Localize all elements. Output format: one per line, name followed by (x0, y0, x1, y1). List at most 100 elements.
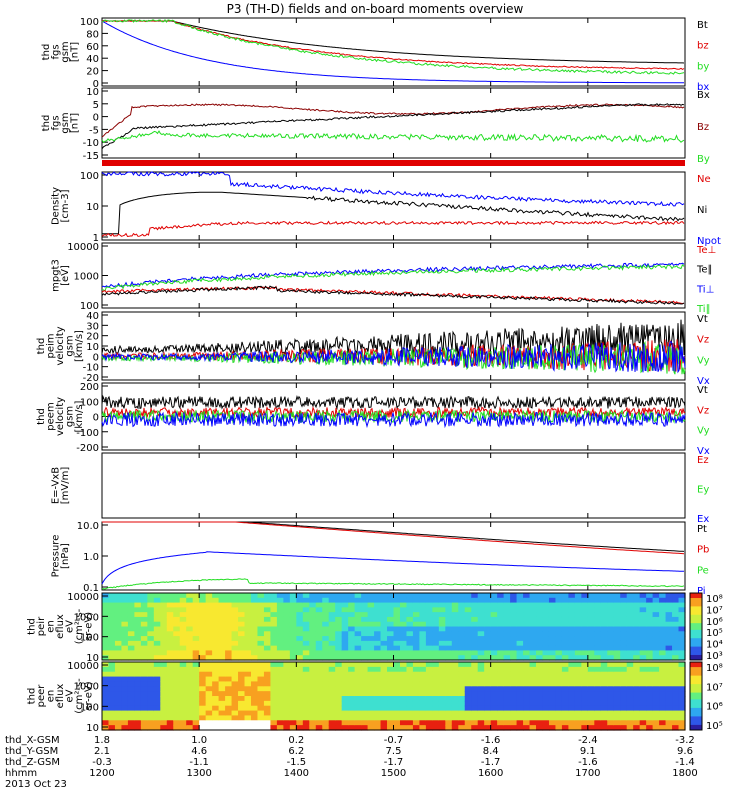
spectrogram-cell (192, 671, 200, 678)
spectrogram-cell (134, 696, 142, 702)
spectrogram-cell (238, 636, 246, 642)
series-ni (102, 191, 685, 235)
spectrogram-cell (263, 593, 272, 599)
spectrogram-cell (374, 650, 382, 656)
spectrogram-cell (354, 720, 362, 726)
spectrogram-cell (464, 715, 472, 721)
spectrogram-cell (250, 696, 259, 702)
spectrogram-cell (102, 621, 110, 628)
spectrogram-cell (497, 671, 505, 678)
spectrogram-cell (594, 650, 602, 656)
spectrogram-cell (315, 666, 323, 673)
spectrogram-cell (542, 612, 550, 618)
spectrogram-cell (613, 645, 621, 652)
spectrogram-cell (140, 686, 148, 692)
spectrogram-cell (412, 715, 421, 721)
x-tick-label: 6.2 (288, 746, 304, 757)
spectrogram-cell (114, 621, 123, 628)
spectrogram-cell (140, 676, 148, 683)
spectrogram-cell (199, 631, 207, 637)
spectrogram-cell (257, 715, 265, 721)
spectrogram-cell (451, 720, 459, 726)
spectrogram-cell (140, 705, 148, 712)
spectrogram-cell (477, 715, 485, 721)
spectrogram-cell (659, 616, 667, 623)
spectrogram-cell (438, 666, 446, 673)
spectrogram-cell (523, 631, 531, 637)
spectrogram-cell (548, 720, 557, 726)
spectrogram-cell (568, 691, 576, 697)
spectrogram-cell (613, 636, 621, 642)
spectrogram-cell (289, 666, 297, 673)
spectrogram-cell (134, 612, 142, 618)
spectrogram-cell (192, 700, 200, 707)
spectrogram-cell (231, 655, 239, 661)
spectrogram-cell (678, 715, 686, 721)
spectrogram-cell (348, 593, 356, 599)
spectrogram-cell (102, 676, 110, 683)
spectrogram-cell (166, 705, 174, 712)
spectrogram-cell (199, 715, 207, 721)
spectrogram-cell (652, 616, 660, 623)
spectrogram-cell (523, 593, 531, 599)
spectrogram-cell (205, 602, 213, 608)
spectrogram-cell (244, 640, 252, 647)
spectrogram-cell (438, 686, 446, 692)
y-tick-label: 20 (86, 332, 99, 343)
spectrogram-cell (354, 626, 362, 632)
spectrogram-cell (555, 691, 563, 697)
spectrogram-cell (140, 720, 148, 726)
spectrogram-cell (289, 681, 297, 687)
spectrogram-cell (464, 686, 472, 692)
spectrogram-cell (121, 715, 129, 721)
spectrogram-cell (607, 631, 615, 637)
spectrogram-cell (199, 705, 207, 712)
spectrogram-cell (270, 621, 278, 628)
series-vx-e (101, 410, 686, 429)
y-axis-label: eflux (55, 684, 66, 709)
spectrogram-cell (302, 671, 310, 678)
spectrogram-cell (199, 700, 207, 707)
spectrogram-cell (412, 655, 421, 661)
spectrogram-cell (387, 720, 395, 726)
spectrogram-cell (432, 705, 440, 712)
spectrogram-cell (484, 621, 492, 628)
spectrogram-cell (607, 593, 615, 599)
spectrogram-cell (633, 636, 641, 642)
spectrogram-cell (361, 631, 369, 637)
spectrogram-cell (548, 621, 557, 628)
spectrogram-cell (412, 671, 421, 678)
spectrogram-cell (620, 720, 628, 726)
spectrogram-cell (665, 631, 673, 637)
spectrogram-cell (179, 700, 187, 707)
spectrogram-cell (542, 593, 550, 599)
spectrogram-cell (665, 691, 673, 697)
spectrogram-cell (218, 631, 226, 637)
spectrogram-cell (160, 593, 168, 599)
spectrogram-cell (147, 636, 155, 642)
spectrogram-cell (503, 612, 511, 618)
spectrogram-cell (425, 666, 433, 673)
spectrogram-cell (263, 621, 272, 628)
spectrogram-cell (102, 616, 110, 623)
colorbar-segment (690, 638, 702, 641)
spectrogram-cell (374, 607, 382, 613)
spectrogram-cell (160, 621, 168, 628)
spectrogram-cell (238, 720, 246, 726)
spectrogram-cell (231, 636, 239, 642)
spectrogram-cell (594, 602, 602, 608)
spectrogram-cell (548, 662, 557, 668)
spectrogram-cell (374, 662, 382, 668)
spectrogram-cell (555, 676, 563, 683)
spectrogram-cell (367, 645, 375, 652)
spectrogram-cell (587, 696, 595, 702)
legend-vx: Vx (697, 376, 710, 387)
spectrogram-cell (166, 645, 174, 652)
spectrogram-cell (406, 725, 414, 731)
spectrogram-cell (289, 710, 297, 717)
spectrogram-cell (270, 640, 278, 647)
spectrogram-cell (296, 666, 304, 673)
spectrogram-cell (238, 666, 246, 673)
spectrogram-cell (561, 602, 569, 608)
spectrogram-cell (600, 705, 608, 712)
